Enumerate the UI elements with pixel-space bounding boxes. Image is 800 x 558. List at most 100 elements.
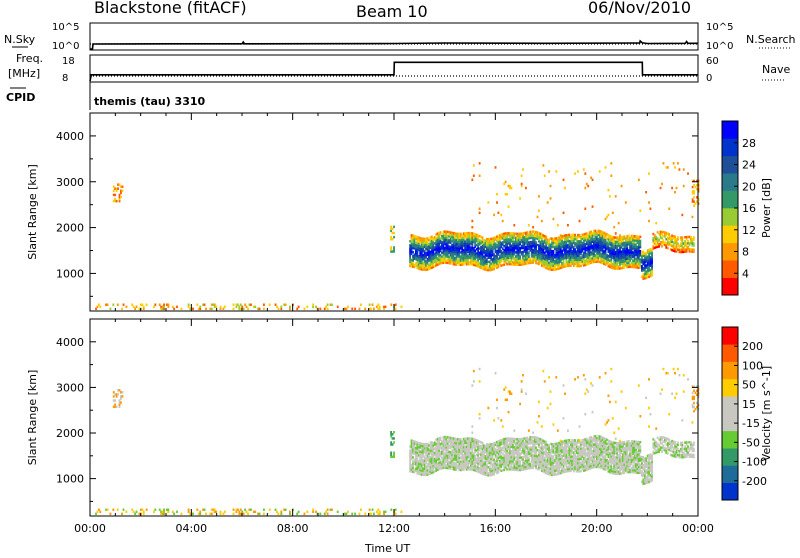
power-cell — [651, 264, 653, 266]
power-cell — [360, 304, 362, 306]
velocity-cell — [409, 462, 411, 464]
power-cell — [550, 197, 552, 199]
power-cell — [395, 308, 397, 310]
power-cell — [416, 252, 418, 254]
power-cell — [673, 162, 675, 164]
power-cell — [486, 265, 488, 267]
power-cell — [377, 304, 379, 306]
velocity-cell — [275, 509, 277, 511]
power-cell — [651, 260, 653, 262]
velocity-cell — [99, 511, 101, 513]
velocity-cell — [545, 441, 547, 443]
power-cell — [557, 224, 559, 226]
freq-hi-tick: 18 — [62, 56, 75, 67]
power-cell — [679, 168, 681, 170]
power-cell — [648, 201, 650, 203]
power-cell — [677, 162, 679, 164]
power-cell — [671, 187, 673, 189]
power-cell — [693, 190, 695, 192]
power-cell — [126, 306, 128, 308]
power-cell — [693, 205, 695, 207]
power-cell — [122, 190, 124, 192]
power-colorbar-segment — [722, 191, 738, 209]
power-cell — [544, 175, 546, 177]
velocity-cell — [97, 511, 99, 513]
power-cell — [220, 306, 222, 308]
power-cell — [692, 216, 694, 218]
velocity-cell — [370, 513, 372, 515]
power-cell — [681, 214, 683, 216]
power-cell — [574, 234, 576, 236]
power-cell — [498, 266, 500, 268]
power-cell — [500, 260, 502, 262]
power-cell — [211, 308, 213, 310]
velocity-cell — [337, 511, 339, 513]
velocity-cell — [285, 509, 287, 511]
power-cell — [159, 304, 161, 306]
power-cell — [163, 306, 165, 308]
power-cell — [176, 306, 178, 308]
power-cell — [605, 166, 607, 168]
velocity-cell — [327, 509, 329, 511]
power-cell — [548, 241, 550, 243]
velocity-cell — [107, 509, 109, 511]
power-colorbar-label: Power [dB] — [760, 178, 773, 238]
power-cell — [619, 234, 621, 236]
power-cell — [599, 170, 601, 172]
velocity-cell — [306, 511, 308, 513]
velocity-cell — [395, 509, 397, 511]
velocity-cell — [351, 513, 353, 515]
freq-unit: [MHz] — [8, 67, 40, 80]
power-cell — [205, 308, 207, 310]
power-cell — [496, 201, 498, 203]
power-cell — [651, 270, 653, 272]
velocity-cell — [312, 511, 314, 513]
power-cell — [535, 247, 537, 249]
power-cell — [668, 208, 670, 210]
power-cell — [511, 187, 513, 189]
velocity-cell — [377, 509, 379, 511]
power-cell — [683, 168, 685, 170]
velocity-cell — [244, 509, 246, 511]
power-cell — [173, 308, 175, 310]
power-colorbar-tick-label: 20 — [742, 180, 756, 193]
power-cell — [542, 164, 544, 166]
power-cell — [618, 222, 620, 224]
power-cell — [586, 183, 588, 185]
nsky-plot — [90, 41, 698, 49]
power-cell — [254, 306, 256, 308]
date-title: 06/Nov/2010 — [588, 0, 691, 17]
power-cell — [117, 188, 119, 190]
velocity-cell — [237, 509, 239, 511]
power-cell — [541, 220, 543, 222]
power-cell — [244, 304, 246, 306]
velocity-cell — [412, 467, 414, 469]
power-cell — [505, 181, 507, 183]
power-cell — [393, 236, 395, 238]
power-cell — [351, 308, 353, 310]
power-cell — [99, 306, 101, 308]
power-cell — [584, 172, 586, 174]
power-cell — [224, 306, 226, 308]
power-cell — [131, 304, 133, 306]
power-cell — [116, 190, 118, 192]
power-cell — [584, 187, 586, 189]
velocity-cell — [385, 511, 387, 513]
velocity-cell — [359, 513, 361, 515]
power-cell — [538, 195, 540, 197]
nsky-panel-frame — [90, 23, 698, 50]
velocity-cell — [121, 513, 123, 515]
power-cell — [120, 196, 122, 198]
velocity-cell — [98, 509, 100, 511]
power-cell — [584, 208, 586, 210]
power-cell — [250, 304, 252, 306]
power-colorbar-segment — [722, 208, 738, 226]
velocity-cell — [224, 511, 226, 513]
power-cell — [233, 308, 235, 310]
power-cell — [141, 304, 143, 306]
velocity-cell — [278, 513, 280, 515]
velocity-cell — [289, 511, 291, 513]
power-cell — [393, 232, 395, 234]
nave-hi-tick: 60 — [706, 56, 719, 67]
